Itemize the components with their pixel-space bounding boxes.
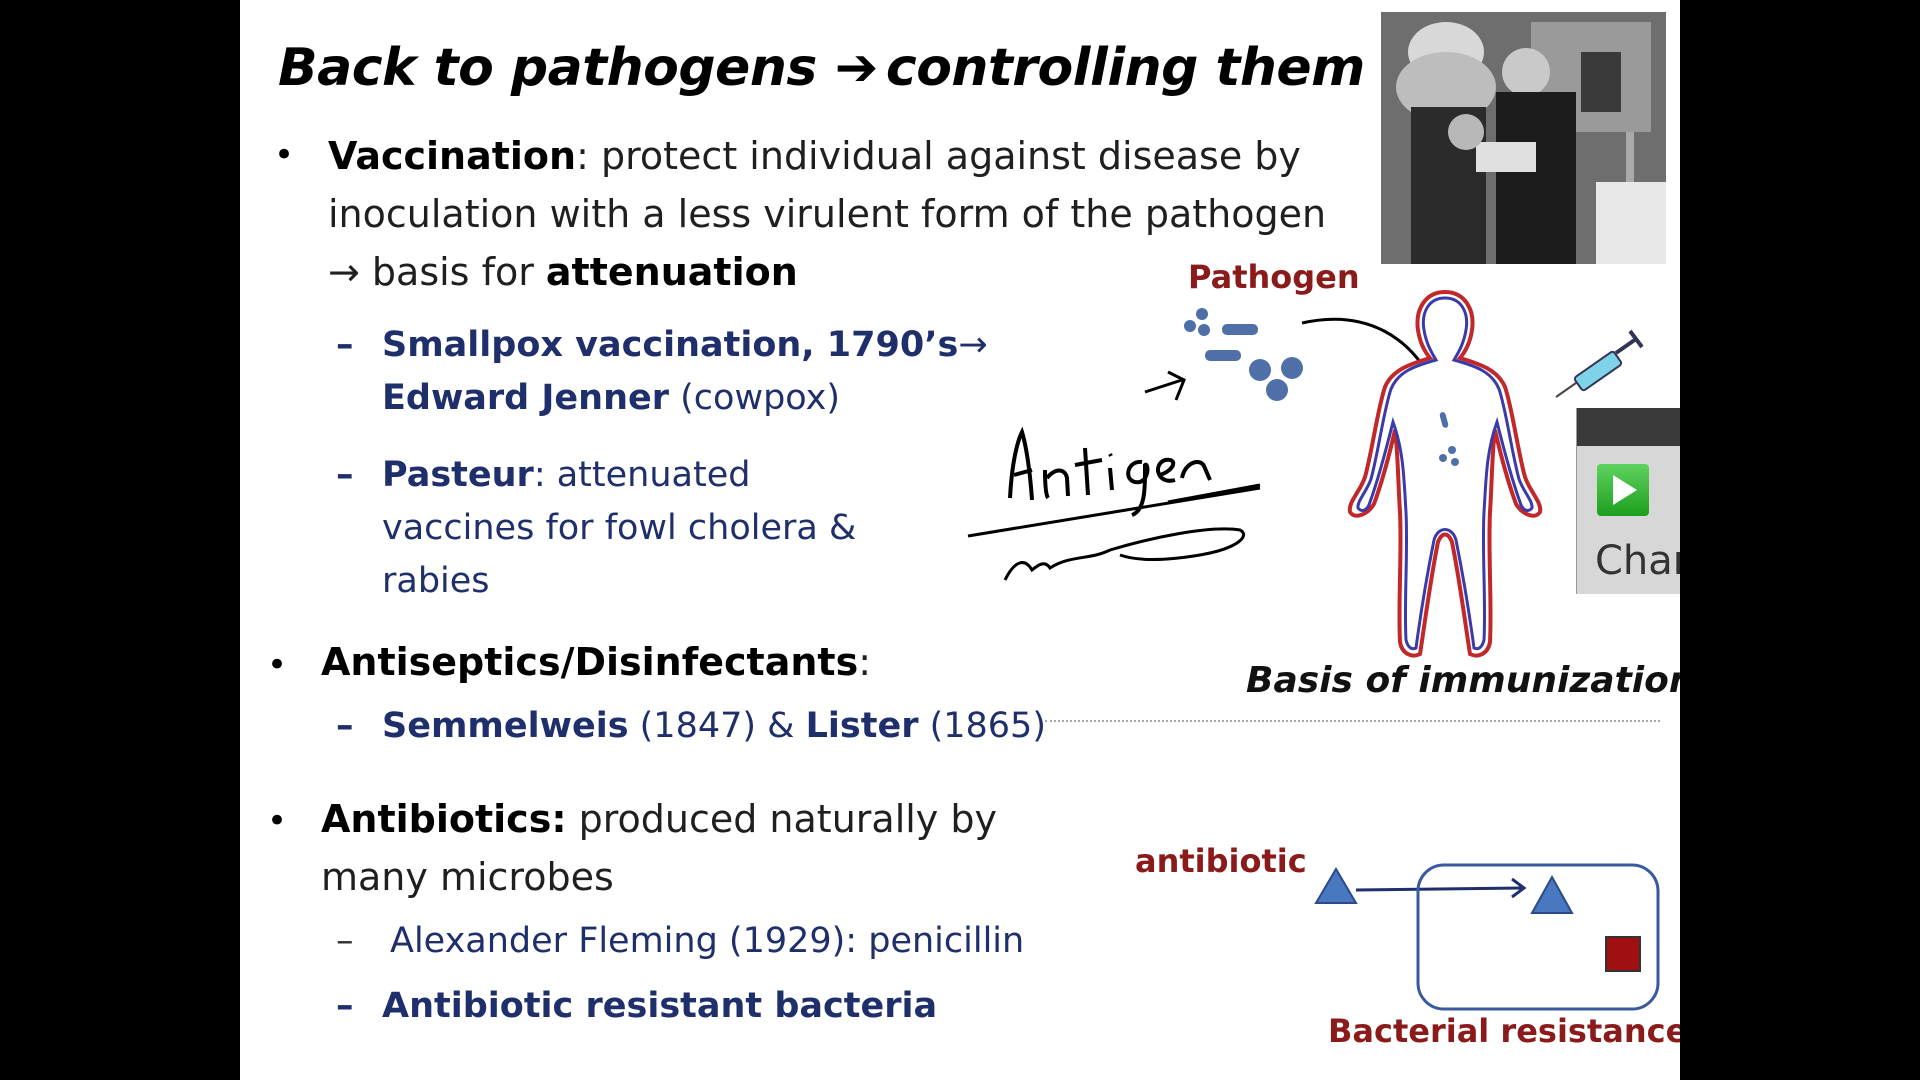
handwritten-annotation-icon [967, 370, 1261, 581]
antibiotic-triangle-icon [1314, 867, 1358, 904]
attenuation-term: attenuation [545, 250, 798, 294]
vaccination-bullet: Vaccination: protect individual against … [328, 127, 1326, 301]
arrow-right-icon: → [958, 325, 988, 365]
title-arrow-icon: ➔ [834, 38, 879, 98]
dash-marker: – [336, 325, 354, 365]
pasteur-name: Pasteur [382, 455, 534, 495]
overlay-header-bar [1577, 408, 1680, 446]
vaccination-text-3: basis for [359, 250, 546, 294]
title-part-left: Back to pathogens [278, 38, 817, 98]
smallpox-subitem: – Smallpox vaccination, 1790’s→ Edward J… [336, 319, 988, 425]
lister-name: Lister [805, 706, 919, 746]
resistance-caption: Bacterial resistance [1328, 1012, 1680, 1050]
resistant-text: Antibiotic resistant bacteria [382, 986, 938, 1026]
dash-marker: – [336, 455, 354, 495]
resistance-gene-icon [1605, 936, 1641, 972]
title-part-right: controlling them [885, 38, 1365, 98]
pasteur-text-1: : attenuated [533, 455, 751, 495]
human-body-icon [1347, 289, 1543, 658]
bullet-marker: • [267, 801, 288, 841]
jenner-engraving-image [1381, 12, 1666, 264]
jenner-name: Edward Jenner [382, 378, 670, 418]
dash-marker: – [336, 921, 354, 961]
antibiotics-text-1: produced naturally by [566, 797, 997, 841]
vaccination-text-2: inoculation with a less virulent form of… [328, 192, 1327, 236]
overlay-label[interactable]: Char [1595, 538, 1680, 584]
vaccination-text-1: : protect individual against disease by [576, 134, 1301, 178]
bacterial-resistance-diagram [1314, 863, 1660, 1011]
cowpox-text: (cowpox) [669, 378, 840, 418]
pasteur-subitem: – Pasteur: attenuated vaccines for fowl … [336, 449, 857, 608]
antibiotics-text-2: many microbes [321, 855, 614, 899]
player-overlay-panel[interactable]: Char [1576, 408, 1680, 594]
bullet-marker: • [267, 645, 288, 685]
resistant-subitem: – Antibiotic resistant bacteria [336, 980, 938, 1033]
antibiotics-bullet: Antibiotics: produced naturally by many … [321, 790, 997, 906]
antiseptics-colon: : [858, 640, 872, 684]
pathogen-particles-icon [1184, 308, 1303, 401]
antiseptics-bullet: Antiseptics/Disinfectants: [321, 633, 871, 691]
slide: Back to pathogens ➔ controlling them • Vac… [240, 0, 1680, 1080]
slide-title: Back to pathogens ➔ controlling them [278, 38, 1365, 98]
bacterium-cell-icon [1416, 863, 1660, 1011]
syringe-icon [1555, 329, 1644, 398]
vaccination-term: Vaccination [328, 134, 577, 178]
pasteur-text-3: rabies [382, 561, 490, 601]
semmelweis-name: Semmelweis [382, 706, 629, 746]
dash-marker: – [336, 986, 354, 1026]
semmelweis-year: (1847) & [628, 706, 806, 746]
antibiotic-label: antibiotic [1135, 842, 1307, 880]
dotted-divider [1045, 720, 1660, 722]
antibiotic-triangle-icon [1530, 874, 1574, 914]
pathogen-label: Pathogen [1188, 258, 1360, 296]
fleming-subitem: – Alexander Fleming (1929): penicillin [336, 915, 1025, 968]
historical-engraving-icon [1381, 12, 1666, 264]
pasteur-text-2: vaccines for fowl cholera & [382, 508, 857, 548]
bullet-marker: • [274, 135, 295, 175]
play-button-icon[interactable] [1597, 464, 1649, 516]
lister-year: (1865) [918, 706, 1046, 746]
arrow-right-icon: → [328, 250, 360, 294]
dash-marker: – [336, 706, 354, 746]
antiseptics-term: Antiseptics/Disinfectants [321, 640, 859, 684]
smallpox-text: Smallpox vaccination, 1790’s [382, 325, 959, 365]
fleming-text: Alexander Fleming (1929): penicillin [390, 921, 1025, 961]
semmelweis-subitem: – Semmelweis (1847) & Lister (1865) [336, 700, 1046, 753]
immunization-caption: Basis of immunization [1246, 660, 1680, 701]
antibiotics-term: Antibiotics: [321, 797, 567, 841]
